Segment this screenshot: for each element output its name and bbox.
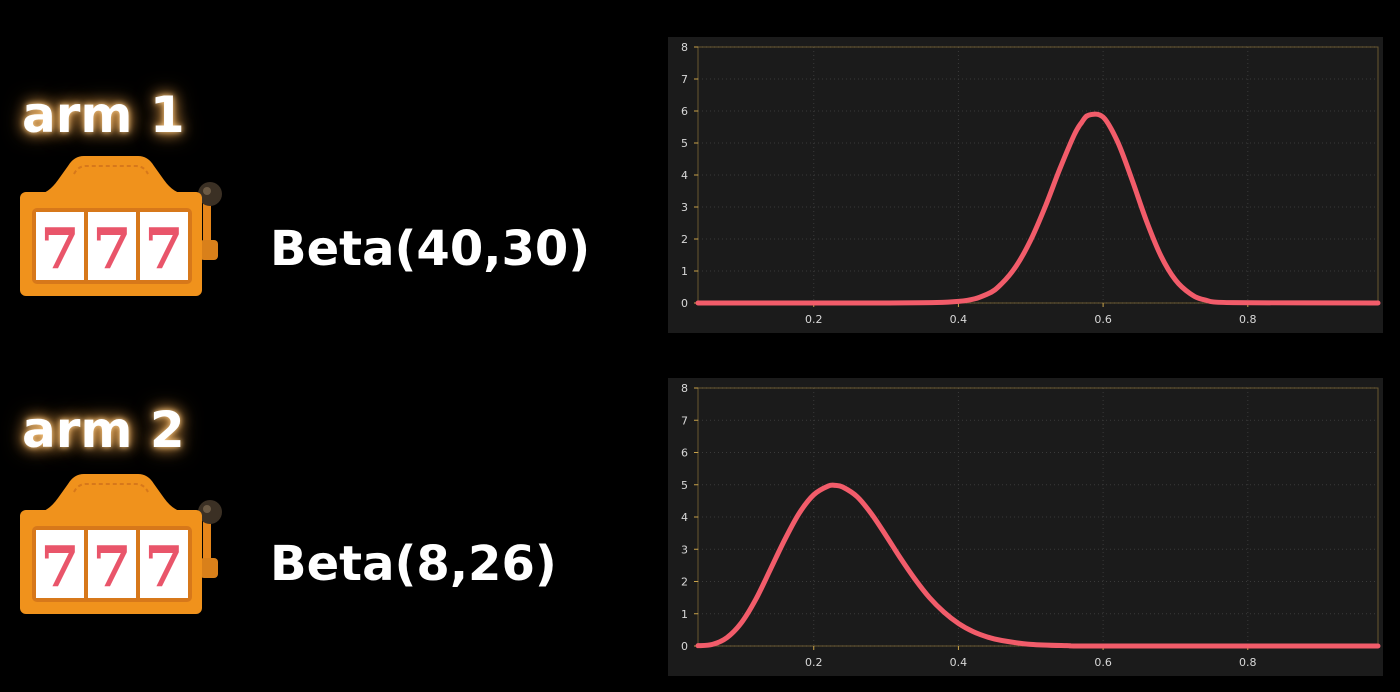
y-tick-label: 0 bbox=[681, 297, 688, 310]
y-tick-label: 1 bbox=[681, 608, 688, 621]
reel-3: 7 bbox=[145, 534, 184, 600]
x-tick-label: 0.6 bbox=[1094, 656, 1112, 669]
y-tick-label: 5 bbox=[681, 479, 688, 492]
y-tick-label: 3 bbox=[681, 543, 688, 556]
reel-1: 7 bbox=[41, 216, 80, 282]
y-tick-label: 6 bbox=[681, 105, 688, 118]
y-tick-label: 6 bbox=[681, 447, 688, 460]
arm-1-label: arm 1 bbox=[22, 86, 185, 144]
y-tick-label: 5 bbox=[681, 137, 688, 150]
x-tick-label: 0.8 bbox=[1239, 656, 1257, 669]
slot-machine-icon: 7 7 7 bbox=[18, 152, 228, 302]
y-tick-label: 7 bbox=[681, 73, 688, 86]
x-tick-label: 0.4 bbox=[950, 313, 968, 326]
arm-2-distribution: Beta(8,26) bbox=[270, 536, 557, 592]
reel-2: 7 bbox=[93, 534, 132, 600]
y-tick-label: 2 bbox=[681, 576, 688, 589]
slot-machine-icon: 7 7 7 bbox=[18, 470, 228, 620]
y-tick-label: 0 bbox=[681, 640, 688, 653]
x-tick-label: 0.6 bbox=[1094, 313, 1112, 326]
reel-2: 7 bbox=[93, 216, 132, 282]
y-tick-label: 4 bbox=[681, 169, 688, 182]
density-curve bbox=[695, 482, 1381, 649]
y-tick-label: 3 bbox=[681, 201, 688, 214]
x-tick-label: 0.2 bbox=[805, 656, 823, 669]
y-tick-label: 8 bbox=[681, 41, 688, 54]
arm-2-density-plot: 0 1 2 3 4 5 6 7 8 0.2 0.4 0.6 0.8 bbox=[681, 382, 1381, 669]
y-tick-label: 2 bbox=[681, 233, 688, 246]
reel-1: 7 bbox=[41, 534, 80, 600]
arm-1-density-plot: 0 1 2 3 4 5 6 7 8 0.2 0.4 0.6 0.8 bbox=[681, 41, 1381, 326]
density-curve bbox=[695, 111, 1381, 306]
y-tick-label: 8 bbox=[681, 382, 688, 395]
y-tick-label: 7 bbox=[681, 414, 688, 427]
y-tick-label: 1 bbox=[681, 265, 688, 278]
arm-2-density-chart: 0 1 2 3 4 5 6 7 8 0.2 0.4 0.6 0.8 bbox=[668, 378, 1383, 676]
arm-2-label: arm 2 bbox=[22, 401, 185, 459]
arm-1-distribution: Beta(40,30) bbox=[270, 221, 591, 277]
x-tick-label: 0.8 bbox=[1239, 313, 1257, 326]
y-tick-label: 4 bbox=[681, 511, 688, 524]
arm-1-density-chart: 0 1 2 3 4 5 6 7 8 0.2 0.4 0.6 0.8 bbox=[668, 37, 1383, 333]
x-tick-label: 0.4 bbox=[950, 656, 968, 669]
x-tick-label: 0.2 bbox=[805, 313, 823, 326]
reel-3: 7 bbox=[145, 216, 184, 282]
